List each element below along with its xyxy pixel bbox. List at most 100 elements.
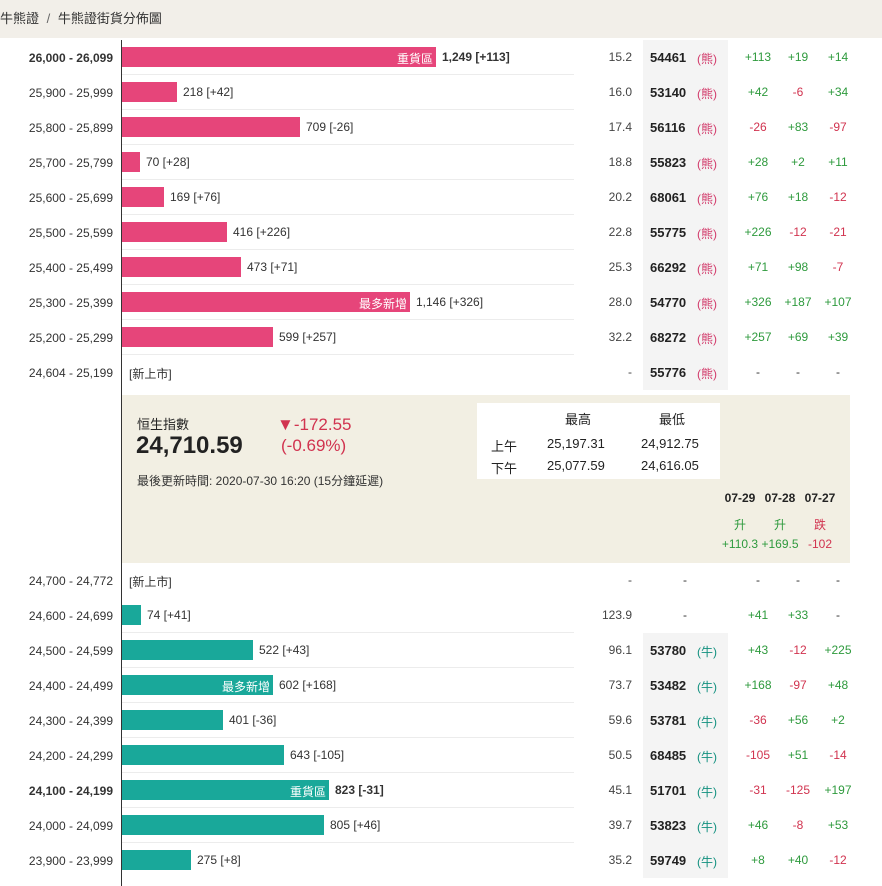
daily-change-3: +34 — [827, 85, 849, 99]
bar-value-label: 401 [-36] — [229, 713, 277, 727]
warrant-code-cell[interactable]: 53780 (牛) — [643, 633, 728, 668]
warrant-code: 55776 — [650, 365, 687, 380]
daily-change-2: +187 — [784, 295, 812, 309]
daily-change-1: -36 — [749, 713, 767, 727]
strike-range-label: 24,604 - 25,199 — [28, 366, 113, 380]
daily-change-3: -12 — [829, 190, 847, 204]
bar-value-label: 74 [+41] — [147, 608, 191, 622]
warrant-code-cell[interactable]: 55775 (熊) — [643, 215, 728, 250]
warrant-code: 53823 — [650, 818, 687, 833]
bull-row: 24,100 - 24,199 重貨區 823 [-31] 45.1 51701 (牛) -… — [0, 773, 882, 808]
warrant-code: 56116 — [650, 120, 686, 135]
warrant-code-cell[interactable]: 66292 (熊) — [643, 250, 728, 285]
bull-bar[interactable] — [122, 605, 141, 625]
row-separator — [122, 667, 574, 668]
new-listing-label: [新上市] — [129, 367, 172, 381]
bear-bar[interactable]: 最多新增 — [122, 292, 410, 312]
bear-bar[interactable] — [122, 257, 241, 277]
last-updated-text: 最後更新時間: 2020-07-30 16:20 (15分鐘延遲) — [137, 474, 384, 488]
warrant-code-cell[interactable]: 55823 (熊) — [643, 145, 728, 180]
bear-bar[interactable] — [122, 222, 227, 242]
warrant-code-cell[interactable]: 54770 (熊) — [643, 285, 728, 320]
bull-bar[interactable] — [122, 745, 284, 765]
date-0: 07-29 — [724, 491, 756, 505]
daily-change-1: - — [756, 573, 760, 587]
bear-row: 25,400 - 25,499 473 [+71] 25.3 66292 (熊) +71 +… — [0, 250, 882, 285]
warrant-code-cell[interactable]: 53823 (牛) — [643, 808, 728, 843]
daily-change-3: +39 — [827, 330, 849, 344]
daily-change-2: -97 — [789, 678, 807, 692]
ratio-value: - — [628, 573, 632, 587]
bear-bar[interactable] — [122, 152, 140, 172]
warrant-type-tag: (熊) — [697, 192, 717, 206]
row-separator — [122, 109, 574, 110]
strike-range-label: 25,400 - 25,499 — [28, 261, 113, 275]
date-2-change: -102 — [807, 537, 833, 551]
warrant-code: 53140 — [650, 85, 687, 100]
warrant-code-cell[interactable]: 56116 (熊) — [643, 110, 728, 145]
breadcrumb-current: 牛熊證街貨分佈圖 — [57, 11, 162, 26]
daily-change-3: -12 — [829, 853, 847, 867]
warrant-code-cell[interactable]: 68272 (熊) — [643, 320, 728, 355]
daily-change-2: +33 — [787, 608, 809, 622]
daily-change-1: +43 — [747, 643, 769, 657]
warrant-code-cell[interactable]: 68485 (牛) — [643, 738, 728, 773]
bar-value-label: 275 [+8] — [197, 853, 241, 867]
ratio-value: - — [628, 365, 632, 379]
row-separator — [122, 249, 574, 250]
breadcrumb: 牛熊證 / 牛熊證街貨分佈圖 — [0, 8, 162, 27]
strike-range-label: 24,100 - 24,199 — [28, 784, 113, 798]
ratio-value: 59.6 — [608, 713, 632, 727]
bull-bar[interactable]: 重貨區 — [122, 780, 329, 800]
warrant-code-cell[interactable]: 68061 (熊) — [643, 180, 728, 215]
warrant-type-tag: (熊) — [697, 332, 717, 346]
bear-bar[interactable] — [122, 117, 300, 137]
bull-bar[interactable] — [122, 815, 324, 835]
chart-axis-line — [121, 40, 122, 886]
strike-range-label: 24,700 - 24,772 — [28, 574, 113, 588]
warrant-code-cell[interactable]: 54461 (熊) — [643, 40, 728, 75]
bear-bar[interactable] — [122, 327, 273, 347]
bear-bar[interactable] — [122, 187, 164, 207]
bull-row: 24,400 - 24,499 最多新增 602 [+168] 73.7 53482 (牛… — [0, 668, 882, 703]
ratio-value: 18.8 — [608, 155, 632, 169]
daily-change-2: -125 — [785, 783, 811, 797]
bull-bar[interactable] — [122, 850, 191, 870]
warrant-code-cell[interactable]: 55776 (熊) — [643, 355, 728, 390]
strike-range-label: 24,200 - 24,299 — [28, 749, 113, 763]
bear-bar[interactable]: 重貨區 — [122, 47, 436, 67]
warrant-code: 53780 — [650, 643, 687, 658]
bull-bar[interactable] — [122, 640, 253, 660]
warrant-type-tag: (牛) — [697, 715, 717, 729]
warrant-code: 66292 — [650, 260, 687, 275]
warrant-type-tag: (牛) — [697, 680, 717, 694]
am-high: 25,197.31 — [547, 436, 605, 451]
daily-change-1: +113 — [744, 50, 772, 64]
bear-row: 25,700 - 25,799 70 [+28] 18.8 55823 (熊) +28 +2… — [0, 145, 882, 180]
bull-bar[interactable] — [122, 710, 223, 730]
daily-change-2: +19 — [787, 50, 809, 64]
bull-bar[interactable]: 最多新增 — [122, 675, 273, 695]
warrant-code-empty: - — [683, 573, 687, 587]
daily-change-3: +197 — [824, 783, 852, 797]
warrant-code-cell[interactable]: 53781 (牛) — [643, 703, 728, 738]
am-low: 24,912.75 — [641, 436, 699, 451]
daily-change-2: +40 — [787, 853, 809, 867]
row-separator — [122, 144, 574, 145]
warrant-code: 54461 — [650, 50, 687, 65]
daily-change-3: -97 — [829, 120, 847, 134]
date-0-direction: 升 — [733, 518, 746, 532]
warrant-code: 55775 — [650, 225, 687, 240]
high-header: 最高 — [565, 412, 592, 427]
warrant-code-cell[interactable]: 53482 (牛) — [643, 668, 728, 703]
date-2-direction: 跌 — [813, 518, 826, 532]
warrant-code-cell[interactable]: 51701 (牛) — [643, 773, 728, 808]
strike-range-label: 25,800 - 25,899 — [28, 121, 113, 135]
warrant-code-cell[interactable]: 59749 (牛) — [643, 843, 728, 878]
bear-bar[interactable] — [122, 82, 177, 102]
warrant-code-cell[interactable]: 53140 (熊) — [643, 75, 728, 110]
strike-range-label: 25,200 - 25,299 — [28, 331, 113, 345]
row-separator — [122, 807, 574, 808]
bar-value-label: 709 [-26] — [306, 120, 354, 134]
breadcrumb-cbbc[interactable]: 牛熊證 — [0, 11, 40, 26]
